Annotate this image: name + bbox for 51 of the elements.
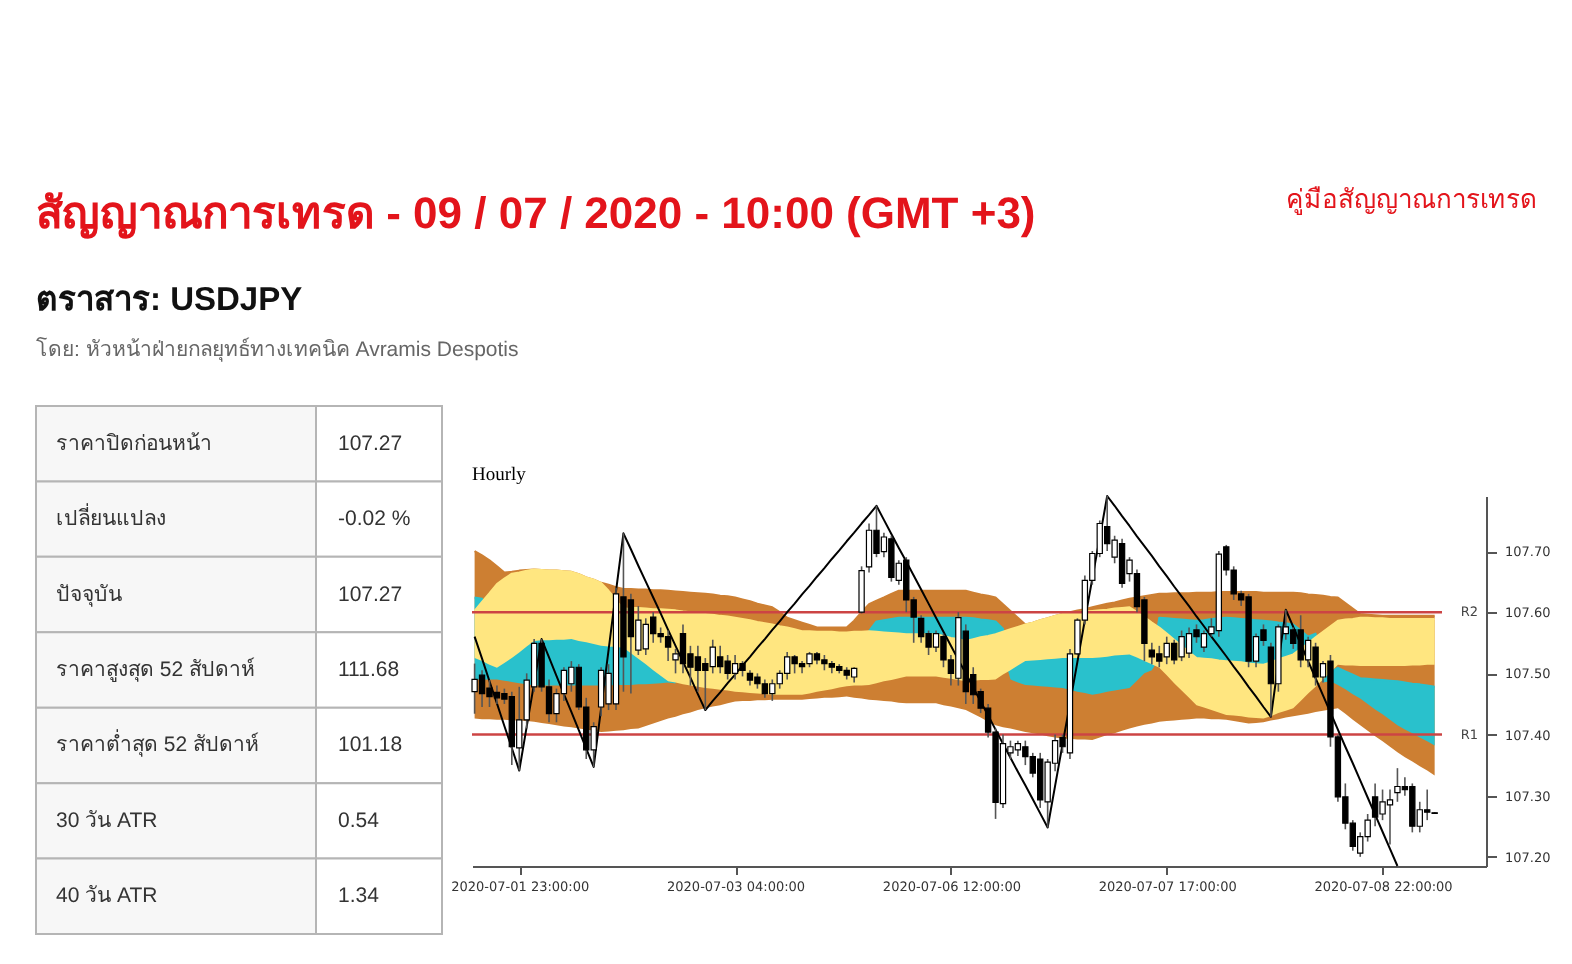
text: 111.68 (338, 658, 400, 682)
category-label: ราคาปิดก่อนหน้า (56, 431, 212, 456)
category-label: ราคาต่ำสุด 52 สัปดาห์ (56, 729, 260, 758)
candlestick (932, 629, 940, 653)
candlestick (783, 651, 791, 681)
text: 107.27 (338, 582, 403, 607)
text: โดย: หัวหน้าฝ่ายกลยุทธ์ทางเทคนิค Avramis Despotis (36, 336, 519, 362)
candlestick (627, 593, 635, 695)
category-label: เปลี่ยนแปลง (56, 503, 166, 532)
text: ตราสาร: USDJPY (36, 282, 303, 318)
text: 1.34 (338, 884, 379, 909)
chart-title: Hourly (472, 466, 527, 486)
category-label: ราคาสูงสุด 52 สัปดาห์ (56, 656, 256, 682)
text: 107.27 (338, 431, 403, 456)
candlestick (597, 666, 605, 717)
candlestick (1386, 788, 1394, 846)
candlestick (1156, 645, 1163, 669)
candlestick (717, 645, 724, 675)
candlestick (791, 654, 798, 675)
category-label: 40 วัน ATR (56, 884, 159, 909)
candlestick (642, 617, 649, 656)
candlestick (1163, 635, 1170, 665)
candlestick (724, 654, 731, 681)
candlestick (731, 654, 739, 681)
text: คู่มือสัญญาณการเทรด (1286, 184, 1536, 216)
category-label: 30 วัน ATR (56, 808, 159, 833)
line-series (473, 495, 1399, 867)
candlestick (1037, 752, 1044, 809)
text: สัญญาณการเทรด - 09 / 07 / 2020 - 10:00 (GMT +3) (36, 188, 1036, 240)
candlestick (478, 669, 486, 708)
candlestick (888, 534, 895, 583)
text: 101.18 (338, 733, 403, 758)
candlestick (664, 629, 672, 662)
candlestick (1312, 641, 1319, 687)
candlestick (709, 638, 716, 675)
candlestick (1118, 538, 1126, 589)
candlestick (1424, 788, 1431, 821)
candlestick (769, 678, 776, 702)
text: 0.54 (338, 808, 379, 833)
candlestick (1409, 782, 1416, 834)
category-label: ปัจจุบัน (56, 582, 122, 607)
candlestick (1185, 626, 1193, 659)
candlestick (1170, 638, 1178, 665)
candlestick (1200, 629, 1208, 653)
candlestick (694, 645, 702, 693)
candlestick (471, 662, 478, 715)
candlestick (679, 623, 687, 675)
text: -0.02 % (338, 507, 411, 532)
candlestick (761, 678, 769, 699)
candlestick (1178, 629, 1185, 662)
candlestick (1297, 614, 1304, 669)
